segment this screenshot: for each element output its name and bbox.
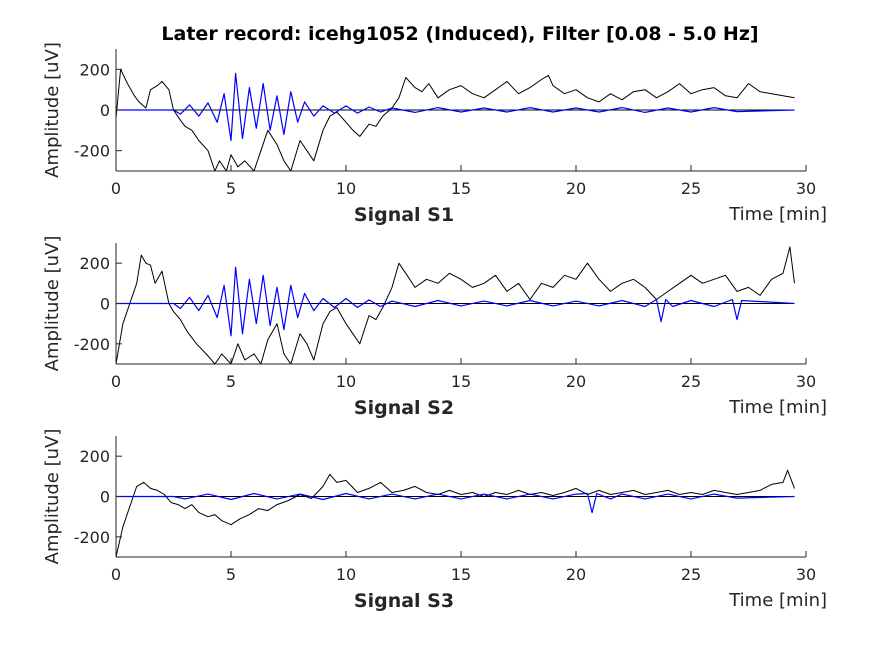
y-tick-label: 200 (79, 447, 110, 466)
y-tick-label: 200 (79, 254, 110, 273)
x-axis-title: Time [min] (728, 204, 827, 225)
x-tick-label: 0 (111, 179, 121, 198)
x-tick-label: 20 (566, 565, 586, 584)
series-raw-line (116, 68, 795, 171)
x-tick-label: 10 (336, 372, 356, 391)
series-raw-line (116, 469, 795, 557)
series-raw-line (116, 246, 795, 364)
y-tick-label: -200 (74, 142, 110, 161)
y-tick-label: -200 (74, 335, 110, 354)
x-tick-label: 15 (451, 179, 471, 198)
panel-name: Signal S1 (354, 204, 454, 226)
x-tick-label: 25 (681, 565, 701, 584)
x-tick-label: 15 (451, 565, 471, 584)
x-tick-label: 30 (796, 179, 816, 198)
chart-title: Later record: icehg1052 (Induced), Filte… (161, 23, 758, 45)
y-axis-title: Amplitude [uV] (42, 236, 63, 372)
x-tick-label: 0 (111, 565, 121, 584)
x-tick-label: 30 (796, 565, 816, 584)
y-axis-title: Amplitude [uV] (42, 42, 63, 178)
y-tick-label: -200 (74, 528, 110, 547)
x-axis-title: Time [min] (728, 397, 827, 418)
panel-name: Signal S3 (354, 590, 454, 612)
y-tick-label: 0 (100, 488, 110, 507)
x-tick-label: 25 (681, 179, 701, 198)
y-tick-label: 0 (100, 101, 110, 120)
series-filtered-line (116, 266, 795, 337)
panel-name: Signal S2 (354, 397, 454, 419)
series-filtered-line (116, 492, 795, 514)
x-tick-label: 20 (566, 179, 586, 198)
x-tick-label: 10 (336, 179, 356, 198)
x-tick-label: 15 (451, 372, 471, 391)
x-axis-title: Time [min] (728, 590, 827, 611)
x-tick-label: 30 (796, 372, 816, 391)
x-tick-label: 5 (226, 565, 236, 584)
x-tick-label: 10 (336, 565, 356, 584)
y-tick-label: 0 (100, 295, 110, 314)
y-axis-title: Amplitude [uV] (42, 429, 63, 565)
x-tick-label: 5 (226, 372, 236, 391)
x-tick-label: 0 (111, 372, 121, 391)
series-filtered-line (116, 72, 795, 142)
x-tick-label: 25 (681, 372, 701, 391)
y-tick-label: 200 (79, 60, 110, 79)
x-tick-label: 5 (226, 179, 236, 198)
x-tick-label: 20 (566, 372, 586, 391)
